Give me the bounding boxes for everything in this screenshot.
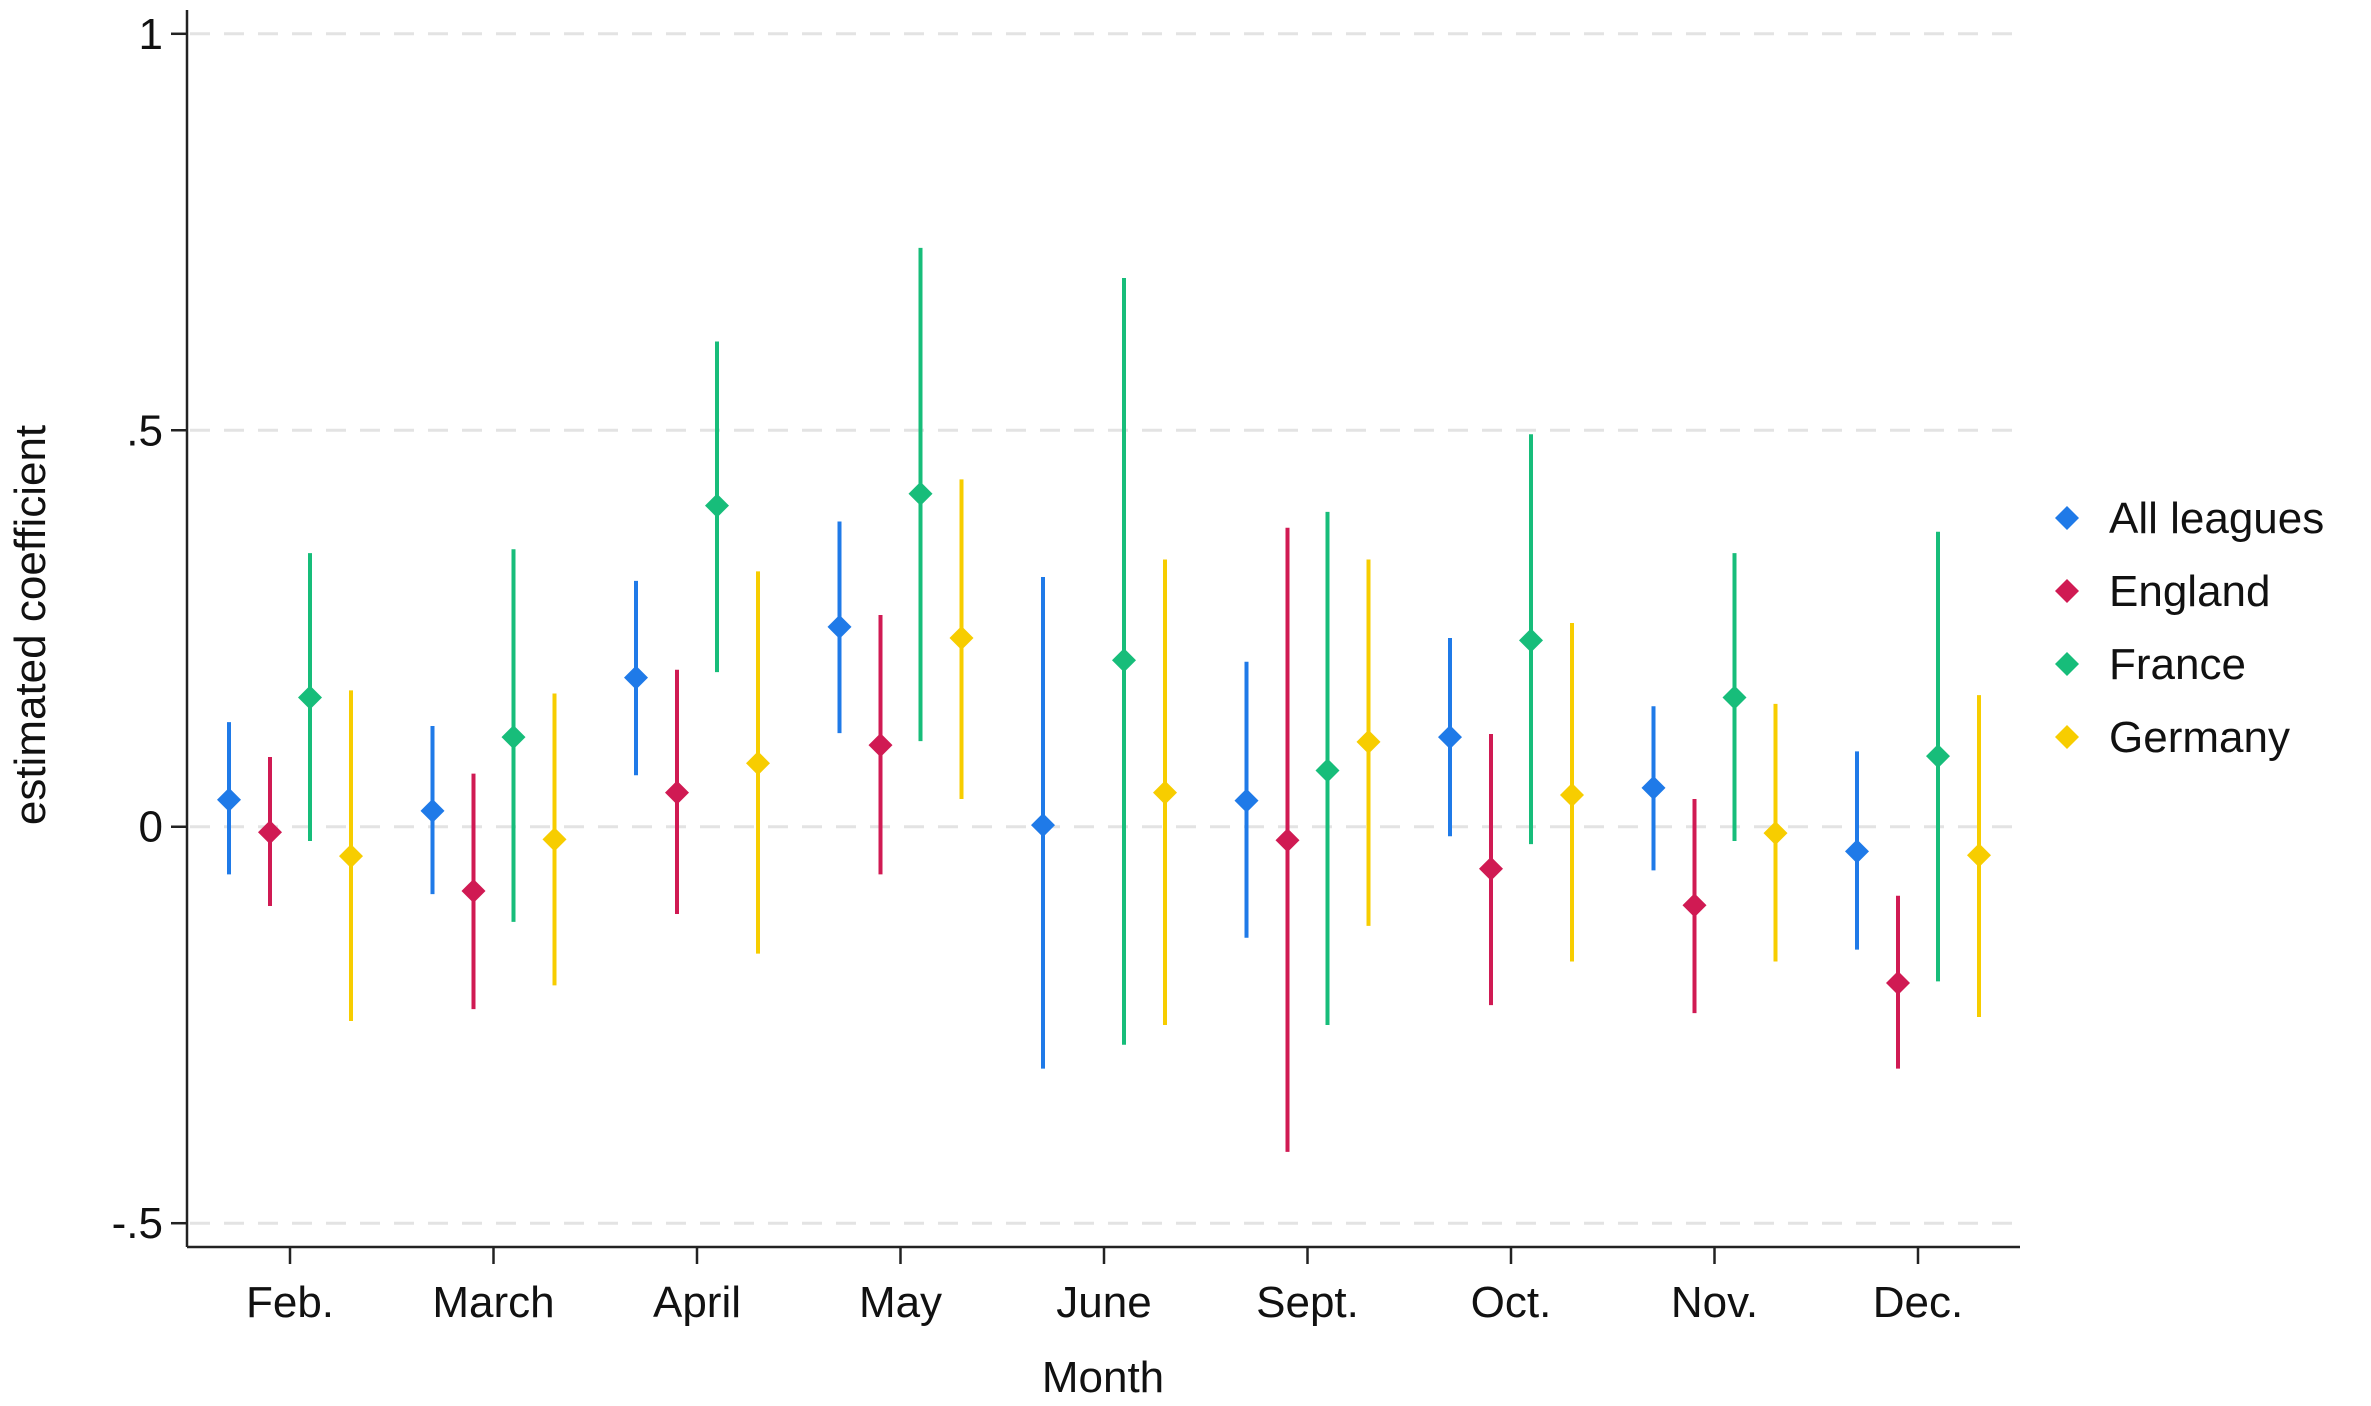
point-marker bbox=[1275, 828, 1300, 853]
x-tick-label-8: Dec. bbox=[1873, 1278, 1963, 1327]
x-tick-label-2: April bbox=[653, 1278, 741, 1327]
x-tick-label-6: Oct. bbox=[1471, 1278, 1552, 1327]
point-marker bbox=[665, 780, 689, 805]
point-marker bbox=[461, 878, 486, 903]
y-tick-label-1: 0 bbox=[139, 803, 163, 852]
y-tick-label-0: -.5 bbox=[112, 1199, 163, 1248]
point-marker bbox=[1519, 628, 1543, 653]
point-marker bbox=[542, 827, 567, 852]
legend-marker-3 bbox=[2055, 725, 2079, 749]
point-marker bbox=[298, 685, 322, 710]
series-2 bbox=[298, 247, 1950, 1045]
point-marker bbox=[217, 787, 241, 812]
y-tick-label-3: 1 bbox=[139, 10, 163, 59]
point-marker bbox=[1845, 839, 1869, 864]
point-marker bbox=[868, 733, 893, 758]
legend-marker-0 bbox=[2055, 506, 2079, 530]
legend: All leagues England France Germany bbox=[2055, 494, 2324, 762]
point-marker bbox=[624, 665, 648, 690]
point-marker bbox=[1722, 685, 1747, 710]
point-marker bbox=[746, 751, 770, 776]
axes-layer: -.5 0 .5 1 Feb. March April May June Sept. Oct. Nov… bbox=[112, 10, 2020, 1327]
point-marker bbox=[339, 844, 363, 869]
point-marker bbox=[1112, 648, 1136, 673]
point-marker bbox=[1641, 775, 1666, 800]
x-tick-label-4: June bbox=[1056, 1278, 1151, 1327]
point-marker bbox=[1315, 758, 1340, 783]
legend-marker-2 bbox=[2055, 652, 2079, 676]
point-marker bbox=[705, 493, 729, 518]
point-marker bbox=[1763, 821, 1788, 846]
point-marker bbox=[1926, 744, 1950, 769]
legend-label-1: England bbox=[2109, 567, 2270, 616]
point-marker bbox=[949, 626, 974, 651]
series-0 bbox=[217, 521, 1869, 1069]
point-marker bbox=[1153, 780, 1177, 805]
legend-label-2: France bbox=[2109, 640, 2246, 689]
point-marker bbox=[1479, 856, 1503, 881]
point-marker bbox=[501, 725, 526, 750]
x-tick-label-5: Sept. bbox=[1256, 1278, 1359, 1327]
series-1 bbox=[258, 527, 1910, 1152]
x-tick-label-1: March bbox=[432, 1278, 554, 1327]
x-tick-label-7: Nov. bbox=[1671, 1278, 1758, 1327]
series-3 bbox=[339, 479, 1991, 1025]
grid-layer bbox=[190, 32, 2020, 1225]
legend-label-3: Germany bbox=[2109, 713, 2290, 762]
legend-marker-1 bbox=[2055, 579, 2079, 603]
point-marker bbox=[1356, 729, 1381, 754]
marks-layer bbox=[217, 247, 1991, 1152]
point-marker bbox=[1234, 788, 1259, 813]
y-tick-label-2: .5 bbox=[126, 406, 163, 455]
point-marker bbox=[1560, 783, 1584, 808]
x-axis-title: Month bbox=[1042, 1353, 1164, 1401]
point-marker bbox=[1682, 893, 1707, 918]
point-marker bbox=[420, 798, 445, 823]
y-axis-title: estimated coefficient bbox=[6, 425, 55, 825]
point-marker bbox=[1967, 843, 1991, 868]
legend-label-0: All leagues bbox=[2109, 494, 2324, 543]
point-marker bbox=[908, 481, 933, 506]
point-marker bbox=[827, 614, 852, 639]
x-tick-label-3: May bbox=[859, 1278, 942, 1327]
x-tick-label-0: Feb. bbox=[246, 1278, 334, 1327]
point-marker bbox=[1438, 725, 1462, 750]
point-marker bbox=[1031, 813, 1055, 838]
point-marker bbox=[1886, 970, 1910, 995]
point-marker bbox=[258, 820, 282, 845]
